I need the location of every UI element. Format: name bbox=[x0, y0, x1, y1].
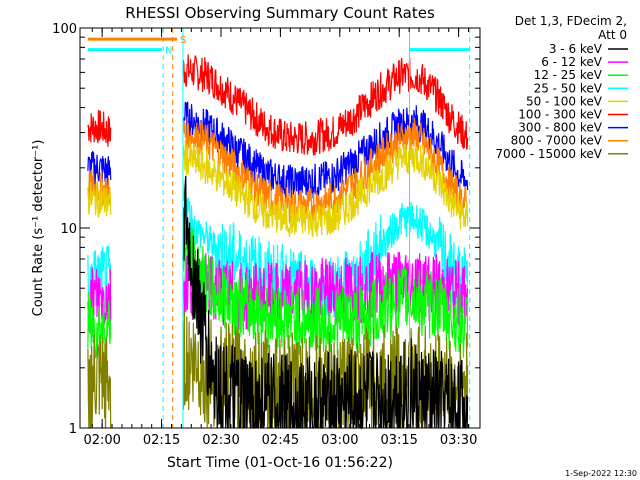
legend-label: 7000 - 15000 keV bbox=[495, 147, 602, 161]
legend-label: 100 - 300 keV bbox=[518, 108, 602, 122]
y-tick-label: 10 bbox=[60, 222, 77, 237]
x-tick-label: 02:15 bbox=[143, 433, 180, 448]
y-tick-label: 1 bbox=[69, 422, 77, 437]
series-8-line bbox=[182, 175, 469, 430]
y-axis-label: Count Rate (s⁻¹ detector⁻¹) bbox=[31, 140, 46, 317]
x-tick-label: 03:15 bbox=[380, 433, 417, 448]
x-tick-label: 03:30 bbox=[440, 433, 477, 448]
flag-label-1: N bbox=[165, 46, 172, 57]
flag-label-0: S bbox=[180, 35, 186, 46]
legend-header-line-2: Att 0 bbox=[598, 28, 627, 42]
y-tick-label: 100 bbox=[52, 22, 77, 37]
series-3-line bbox=[87, 139, 469, 238]
legend-header-line-1: Det 1,3, FDecim 2, bbox=[515, 14, 627, 28]
legend-label: 25 - 50 keV bbox=[534, 81, 603, 95]
legend-label: 800 - 7000 keV bbox=[511, 134, 603, 148]
legend-label: 50 - 100 keV bbox=[526, 94, 603, 108]
legend-label: 12 - 25 keV bbox=[534, 68, 603, 82]
series-0-line bbox=[87, 54, 469, 156]
x-axis-label: Start Time (01-Oct-16 01:56:22) bbox=[167, 455, 393, 471]
legend-label: 6 - 12 keV bbox=[541, 55, 603, 69]
x-tick-label: 02:30 bbox=[202, 433, 239, 448]
chart-title: RHESSI Observing Summary Count Rates bbox=[125, 4, 435, 22]
x-tick-label: 03:00 bbox=[321, 433, 358, 448]
legend-label: 300 - 800 keV bbox=[518, 121, 602, 135]
series-7-line bbox=[87, 310, 469, 429]
series-6-line bbox=[87, 222, 469, 362]
footer-date: 1-Sep-2022 12:30 bbox=[565, 469, 637, 478]
x-tick-label: 02:00 bbox=[83, 433, 120, 448]
x-tick-label: 02:45 bbox=[262, 433, 299, 448]
legend-label: 3 - 6 keV bbox=[549, 42, 603, 56]
